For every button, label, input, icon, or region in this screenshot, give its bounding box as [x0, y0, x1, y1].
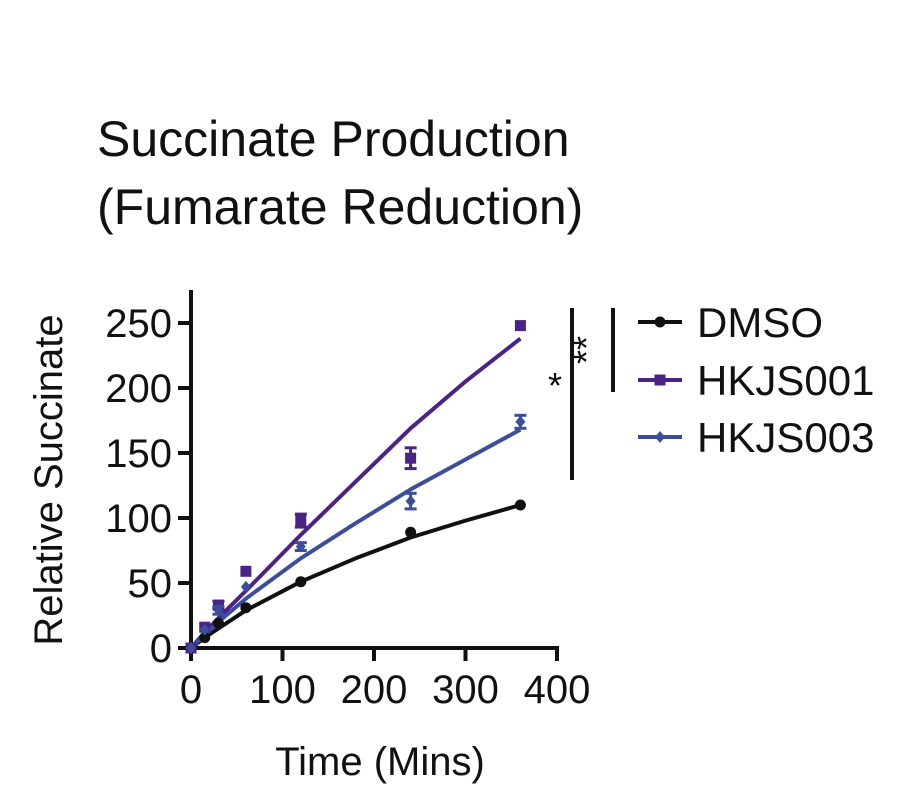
x-tick-label-0: 0 [180, 668, 202, 712]
legend-label-dmso: DMSO [697, 299, 823, 346]
point-hkjs003-6 [515, 415, 526, 428]
point-hkjs001-4 [295, 515, 307, 527]
y-tick-label-1: 50 [128, 562, 173, 606]
data-points [185, 320, 527, 654]
sig-label-single: * [548, 365, 562, 406]
significance-annotations: * ** [548, 308, 615, 480]
point-hkjs001-6 [514, 320, 526, 332]
point-hkjs001-5 [405, 452, 417, 464]
x-axis-label: Time (Mins) [275, 740, 485, 784]
point-dmso-2 [212, 617, 224, 629]
x-tick-label-4: 400 [524, 668, 591, 712]
sig-label-double: ** [566, 336, 607, 364]
y-tick-label-4: 200 [105, 367, 172, 411]
x-tick-label-1: 100 [249, 668, 316, 712]
point-dmso-3 [240, 602, 252, 614]
point-hkjs003-4 [295, 540, 306, 553]
y-tick-label-3: 150 [105, 432, 172, 476]
point-hkjs003-3 [240, 580, 251, 593]
point-hkjs003-2 [213, 604, 224, 617]
point-dmso-5 [405, 526, 417, 538]
legend-marker-hkjs003 [655, 431, 665, 443]
chart-title-line-1: Succinate Production [97, 111, 570, 167]
point-hkjs003-5 [405, 495, 416, 508]
point-hkjs003-1 [199, 623, 210, 636]
point-hkjs003-0 [186, 642, 196, 654]
y-tick-label-0: 0 [150, 627, 172, 671]
x-tick-label-2: 200 [341, 668, 408, 712]
legend: DMSO HKJS001 HKJS003 [638, 299, 874, 461]
fit-curves [189, 337, 522, 650]
y-tick-label-5: 250 [105, 302, 172, 346]
x-tick-label-3: 300 [432, 668, 499, 712]
legend-label-hkjs001: HKJS001 [697, 357, 874, 404]
x-ticks: 0 100 200 300 400 [180, 648, 591, 712]
point-hkjs001-3 [240, 565, 252, 577]
point-dmso-6 [514, 499, 526, 511]
chart-title-line-2: (Fumarate Reduction) [97, 179, 584, 235]
legend-marker-dmso [654, 316, 666, 328]
point-dmso-1 [199, 632, 211, 644]
y-axis-label: Relative Succinate [27, 314, 71, 645]
legend-marker-hkjs001 [654, 374, 666, 386]
y-tick-label-2: 100 [105, 497, 172, 541]
point-dmso-4 [295, 576, 307, 588]
y-ticks: 0 50 100 150 200 250 [105, 302, 191, 671]
legend-label-hkjs003: HKJS003 [697, 414, 874, 461]
